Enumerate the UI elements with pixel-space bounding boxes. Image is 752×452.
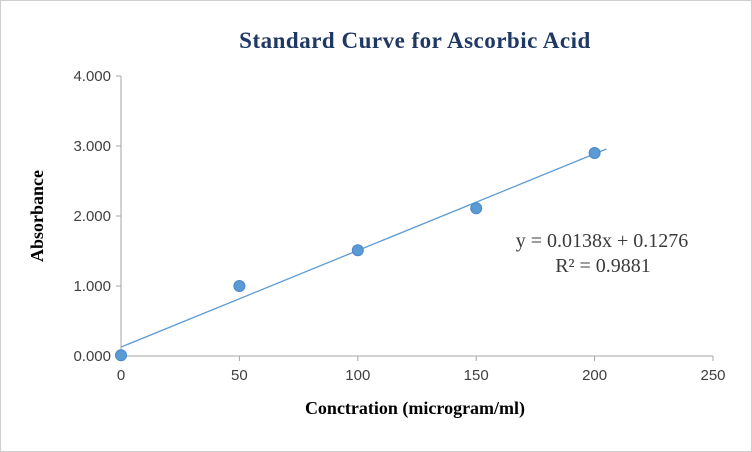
- y-axis-label: Absorbance: [27, 170, 47, 262]
- trendline: [120, 148, 607, 348]
- y-tick-label: 2.000: [73, 208, 111, 225]
- x-tick-label: 150: [464, 367, 489, 384]
- x-tick-label: 250: [700, 367, 725, 384]
- x-tick-label: 100: [345, 367, 370, 384]
- data-points: [115, 147, 601, 362]
- data-point: [351, 244, 364, 257]
- y-tick-label: 3.000: [73, 138, 111, 155]
- x-tick-label: 50: [231, 367, 248, 384]
- x-tick-label: 200: [582, 367, 607, 384]
- x-ticks: 0 50 100 150 200 250: [117, 356, 726, 384]
- y-tick-label: 0.000: [73, 348, 111, 365]
- trendline-r-squared: R² = 0.9881: [555, 255, 651, 277]
- trendline-group: [120, 148, 607, 348]
- x-tick-label: 0: [117, 367, 125, 384]
- y-tick-label: 4.000: [73, 68, 111, 85]
- data-point: [115, 349, 127, 362]
- data-point: [588, 147, 601, 159]
- y-ticks: 0.000 1.000 2.000 3.000 4.000: [73, 68, 121, 365]
- trendline-equation: y = 0.0138x + 0.1276: [516, 230, 689, 252]
- y-tick-label: 1.000: [73, 278, 111, 295]
- axes: [120, 76, 713, 357]
- data-point: [233, 280, 246, 292]
- x-axis-label: Conctration (microgram/ml): [305, 398, 525, 419]
- data-point: [470, 202, 483, 215]
- chart-title: Standard Curve for Ascorbic Acid: [239, 28, 591, 53]
